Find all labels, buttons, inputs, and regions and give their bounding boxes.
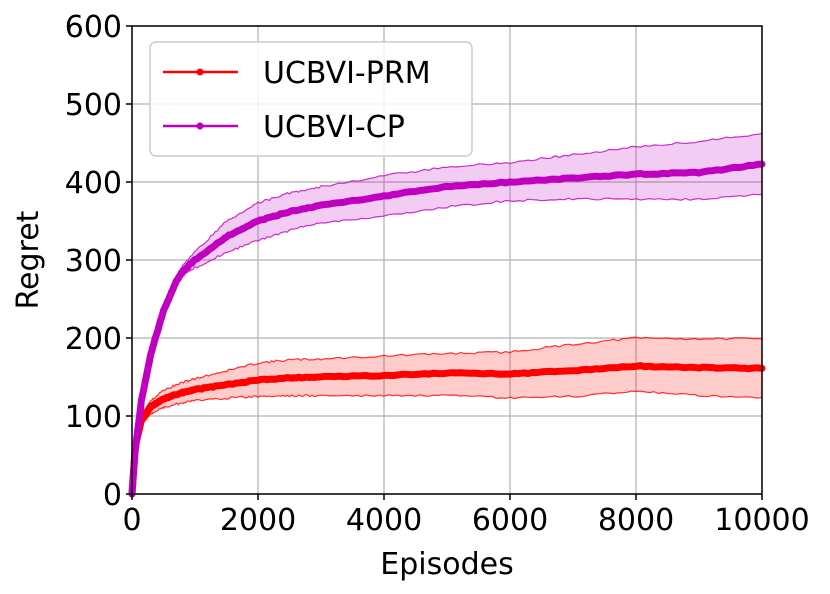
point-ucbvi-cp-1000 bbox=[192, 257, 198, 263]
point-ucbvi-prm-8000 bbox=[633, 363, 639, 369]
point-ucbvi-prm-1500 bbox=[224, 382, 229, 387]
series-line-ucbvi-prm bbox=[128, 362, 766, 498]
x-tick-label-10000: 10000 bbox=[714, 503, 809, 538]
y-axis-label: Regret bbox=[11, 210, 46, 309]
point-ucbvi-cp-7000 bbox=[570, 175, 576, 181]
point-ucbvi-cp-500 bbox=[161, 308, 166, 313]
point-ucbvi-prm-4000 bbox=[381, 373, 387, 378]
point-ucbvi-cp-5000 bbox=[444, 184, 450, 189]
point-ucbvi-cp-2000 bbox=[255, 218, 261, 224]
point-ucbvi-cp-150 bbox=[139, 398, 144, 403]
point-ucbvi-cp-700 bbox=[173, 279, 179, 285]
x-tick-label-2000: 2000 bbox=[220, 503, 296, 538]
point-ucbvi-cp-6000 bbox=[507, 179, 513, 185]
point-ucbvi-prm-5000 bbox=[444, 370, 450, 376]
band-upper-ucbvi-prm bbox=[131, 336, 763, 495]
x-tick-label-0: 0 bbox=[122, 503, 141, 538]
band-ucbvi-cp bbox=[132, 133, 762, 494]
y-tick-label-200: 200 bbox=[65, 322, 122, 357]
point-ucbvi-cp-300 bbox=[148, 351, 154, 356]
legend: UCBVI-PRM UCBVI-CP bbox=[149, 41, 473, 157]
point-ucbvi-prm-300 bbox=[148, 404, 154, 409]
point-ucbvi-prm-9000 bbox=[696, 365, 702, 370]
x-tick-label-6000: 6000 bbox=[472, 503, 548, 538]
y-tick-label-300: 300 bbox=[65, 244, 122, 279]
legend-marker-ucbvi-cp bbox=[196, 122, 204, 130]
legend-label-ucbvi-prm: UCBVI-PRM bbox=[263, 56, 431, 91]
point-ucbvi-cp-4000 bbox=[381, 193, 387, 199]
x-tick-label-4000: 4000 bbox=[346, 503, 422, 538]
point-ucbvi-prm-6000 bbox=[507, 371, 513, 377]
point-ucbvi-prm-2500 bbox=[287, 375, 292, 380]
point-ucbvi-cp-2500 bbox=[287, 209, 292, 214]
point-ucbvi-prm-800 bbox=[180, 390, 185, 395]
y-axis-ticks: 0 100 200 300 400 500 600 bbox=[65, 10, 132, 513]
point-ucbvi-prm-2000 bbox=[255, 377, 261, 383]
legend-marker-ucbvi-prm bbox=[196, 68, 204, 76]
y-tick-label-400: 400 bbox=[65, 166, 122, 201]
y-tick-label-0: 0 bbox=[103, 478, 122, 513]
x-axis-label: Episodes bbox=[380, 547, 513, 582]
y-tick-label-600: 600 bbox=[65, 10, 122, 45]
legend-box bbox=[149, 41, 473, 157]
point-ucbvi-cp-50 bbox=[132, 448, 138, 454]
point-ucbvi-cp-3000 bbox=[318, 203, 324, 208]
y-tick-label-500: 500 bbox=[65, 88, 122, 123]
y-tick-label-100: 100 bbox=[65, 400, 122, 435]
x-tick-label-8000: 8000 bbox=[598, 503, 674, 538]
series-lines bbox=[128, 160, 766, 498]
point-ucbvi-cp-8000 bbox=[633, 172, 639, 177]
point-ucbvi-cp-9000 bbox=[696, 170, 702, 175]
point-ucbvi-cp-800 bbox=[180, 269, 185, 274]
point-ucbvi-prm-3000 bbox=[318, 374, 324, 380]
legend-label-ucbvi-cp: UCBVI-CP bbox=[263, 110, 405, 145]
point-ucbvi-prm-1000 bbox=[192, 387, 198, 392]
point-ucbvi-prm-500 bbox=[161, 396, 166, 402]
band-lower-ucbvi-prm bbox=[131, 390, 763, 495]
point-ucbvi-prm-7000 bbox=[570, 368, 576, 373]
point-ucbvi-cp-1500 bbox=[224, 234, 229, 239]
x-axis-ticks: 0 2000 4000 6000 8000 10000 bbox=[122, 494, 810, 538]
series-line-ucbvi-cp bbox=[128, 160, 766, 498]
